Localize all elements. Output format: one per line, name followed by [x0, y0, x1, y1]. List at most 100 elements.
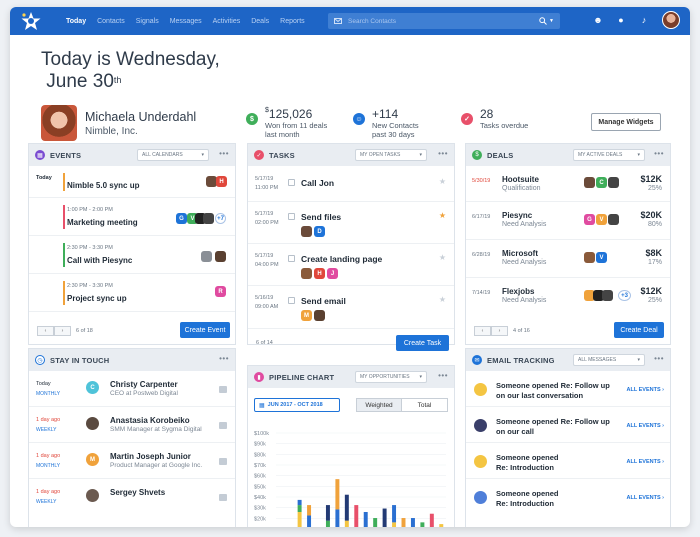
contact-name[interactable]: Martin Joseph Junior: [110, 452, 191, 461]
contact-name[interactable]: Anastasia Korobeiko: [110, 416, 190, 425]
deal-row[interactable]: 5/30/19 Hootsuite Qualification C $12K 2…: [466, 168, 670, 202]
create-task-button[interactable]: Create Task: [396, 335, 449, 351]
pipeline-bar[interactable]: [307, 505, 312, 516]
star-icon[interactable]: ★: [438, 295, 446, 304]
contact-frequency[interactable]: MONTHLY: [36, 391, 61, 397]
search-input[interactable]: [348, 17, 540, 25]
pipeline-bar[interactable]: [344, 494, 349, 521]
pipeline-bar[interactable]: [382, 508, 387, 527]
pipeline-bar[interactable]: [373, 518, 378, 527]
tasks-filter-select[interactable]: MY OPEN TASKS ▾: [355, 149, 427, 161]
avatar[interactable]: D: [314, 226, 325, 237]
bell-icon[interactable]: ♪: [641, 15, 647, 25]
email-subject[interactable]: Re: Follow up: [560, 417, 610, 426]
deal-name[interactable]: Piesync: [502, 211, 533, 220]
avatar[interactable]: [195, 213, 206, 224]
email-row[interactable]: Someone opened Re: Follow up on our last…: [466, 373, 670, 407]
email-row[interactable]: Someone opened Re: Introduction ALL EVEN…: [466, 481, 670, 515]
avatar[interactable]: [584, 252, 595, 263]
email-subject-line[interactable]: Re: Introduction: [496, 463, 554, 472]
nav-contacts[interactable]: Contacts: [97, 17, 125, 25]
star-icon-filled[interactable]: ★: [438, 211, 446, 220]
pipeline-bar[interactable]: [429, 513, 434, 527]
event-row[interactable]: 1:00 PM - 2:00 PM Marketing meeting G V …: [29, 200, 235, 236]
event-row[interactable]: Today Nimble 5.0 sync up H: [29, 168, 235, 198]
contact-frequency[interactable]: WEEKLY: [36, 427, 57, 433]
tab-weighted[interactable]: Weighted: [356, 398, 402, 412]
chevron-down-icon[interactable]: ▼: [549, 18, 554, 24]
avatar[interactable]: [608, 177, 619, 188]
more-icon[interactable]: •••: [438, 149, 448, 158]
task-row[interactable]: 5/17/19 04:00 PM Create landing page H J…: [248, 246, 454, 286]
avatar[interactable]: G: [584, 214, 595, 225]
avatar[interactable]: [206, 176, 217, 187]
next-page-button[interactable]: ›: [54, 326, 71, 336]
task-row[interactable]: 5/17/19 11:00 PM Call Jon ★: [248, 168, 454, 202]
all-events-link[interactable]: ALL EVENTS: [626, 459, 661, 465]
avatar[interactable]: [593, 290, 604, 301]
deal-row[interactable]: 7/14/19 Flexjobs Need Analysis +3 $12K 2…: [466, 280, 670, 316]
email-subject[interactable]: Re: Follow up: [560, 381, 610, 390]
email-subject-line[interactable]: on our last conversation: [496, 391, 584, 400]
nav-messages[interactable]: Messages: [169, 17, 202, 25]
avatar[interactable]: [584, 290, 595, 301]
avatar[interactable]: [86, 489, 99, 502]
pipeline-bar[interactable]: [410, 518, 415, 527]
more-icon[interactable]: •••: [654, 354, 664, 363]
pipeline-bar[interactable]: [335, 479, 340, 510]
contact-frequency[interactable]: WEEKLY: [36, 499, 57, 505]
chat-icon[interactable]: [219, 458, 227, 465]
task-checkbox[interactable]: [288, 213, 295, 220]
manage-widgets-button[interactable]: Manage Widgets: [591, 113, 661, 131]
task-title[interactable]: Send email: [301, 296, 346, 306]
all-events-link[interactable]: ALL EVENTS: [626, 495, 661, 501]
event-title[interactable]: Call with Piesync: [67, 256, 133, 265]
pipeline-bar[interactable]: [335, 509, 340, 527]
task-checkbox[interactable]: [288, 297, 295, 304]
nav-today[interactable]: Today: [66, 17, 87, 25]
event-title[interactable]: Marketing meeting: [67, 218, 138, 227]
avatar[interactable]: [314, 310, 325, 321]
create-event-button[interactable]: Create Event: [180, 322, 230, 338]
task-row[interactable]: 5/17/19 02:00 PM Send files D ★: [248, 204, 454, 244]
chat-icon[interactable]: [219, 386, 227, 393]
date-range-picker[interactable]: ▦ JUN 2017 - OCT 2018: [254, 398, 340, 412]
pipeline-bar[interactable]: [307, 515, 312, 527]
contact-name[interactable]: Christy Carpenter: [110, 380, 178, 389]
task-checkbox[interactable]: [288, 255, 295, 262]
event-title[interactable]: Nimble 5.0 sync up: [67, 181, 140, 190]
contact-name[interactable]: Sergey Shvets: [110, 488, 166, 497]
more-icon[interactable]: •••: [654, 149, 664, 158]
nimble-logo-icon[interactable]: [18, 10, 44, 32]
events-filter-select[interactable]: ALL CALENDARS ▾: [137, 149, 209, 161]
pipeline-bar[interactable]: [325, 520, 330, 527]
pipeline-bar[interactable]: [325, 505, 330, 521]
deal-row[interactable]: 6/17/19 Piesync Need Analysis G V $20K 8…: [466, 204, 670, 240]
email-row[interactable]: Someone opened Re: Follow up on our call…: [466, 409, 670, 443]
pipeline-filter-select[interactable]: MY OPPORTUNITIES ▾: [355, 371, 427, 383]
deal-name[interactable]: Hootsuite: [502, 175, 539, 184]
avatar[interactable]: C: [86, 381, 99, 394]
contact-row[interactable]: 1 day ago WEEKLY Sergey Shvets: [29, 481, 235, 515]
pipeline-bar[interactable]: [297, 511, 302, 527]
avatar[interactable]: [201, 251, 212, 262]
task-checkbox[interactable]: [288, 179, 295, 186]
avatar[interactable]: [203, 213, 214, 224]
nav-deals[interactable]: Deals: [251, 17, 270, 25]
avatar[interactable]: [215, 251, 226, 262]
deals-filter-select[interactable]: MY ACTIVE DEALS ▾: [573, 149, 645, 161]
avatar[interactable]: [86, 417, 99, 430]
profile-photo[interactable]: [41, 105, 77, 141]
chat-icon[interactable]: [219, 494, 227, 501]
contact-row[interactable]: Today MONTHLY C Christy Carpenter CEO at…: [29, 373, 235, 407]
pipeline-bar[interactable]: [297, 505, 302, 512]
profile-name[interactable]: Michaela Underdahl: [85, 109, 197, 124]
face-icon[interactable]: ☻: [593, 15, 603, 25]
avatar[interactable]: [608, 214, 619, 225]
pipeline-bar[interactable]: [297, 499, 302, 506]
avatar[interactable]: C: [596, 177, 607, 188]
more-attendees-badge[interactable]: +7: [215, 213, 226, 224]
avatar[interactable]: G: [176, 213, 187, 224]
event-row[interactable]: 2:30 PM - 3:30 PM Call with Piesync: [29, 238, 235, 274]
all-events-link[interactable]: ALL EVENTS: [626, 423, 661, 429]
